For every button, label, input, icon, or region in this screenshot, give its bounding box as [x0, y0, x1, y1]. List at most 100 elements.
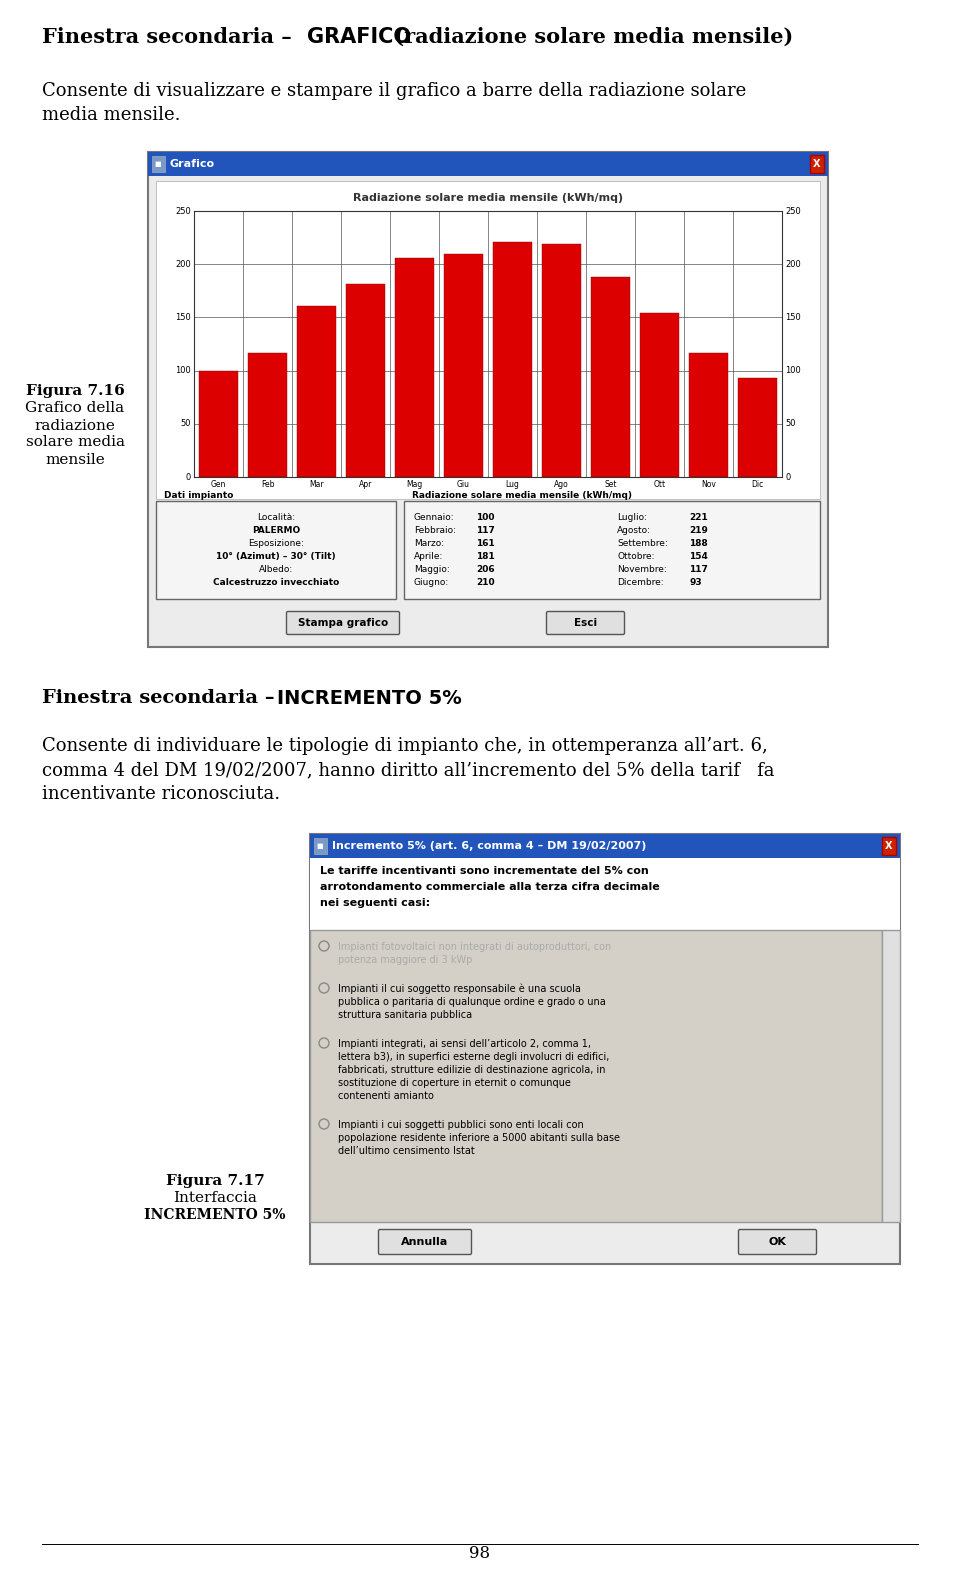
Text: Nov: Nov: [701, 479, 716, 489]
FancyBboxPatch shape: [492, 242, 532, 478]
Text: comma 4 del DM 19/02/2007, hanno diritto all’incremento del 5% della tarif   fa: comma 4 del DM 19/02/2007, hanno diritto…: [42, 761, 775, 778]
Text: 93: 93: [689, 577, 702, 587]
Text: INCREMENTO 5%: INCREMENTO 5%: [277, 690, 462, 709]
Text: Gen: Gen: [211, 479, 227, 489]
Text: 0: 0: [185, 473, 191, 481]
Text: 161: 161: [476, 539, 494, 547]
Text: 98: 98: [469, 1546, 491, 1561]
Text: Annulla: Annulla: [401, 1237, 448, 1247]
Text: OK: OK: [769, 1237, 786, 1247]
Text: INCREMENTO 5%: INCREMENTO 5%: [144, 1209, 286, 1221]
Text: sostituzione di coperture in eternit o comunque: sostituzione di coperture in eternit o c…: [338, 1077, 571, 1088]
FancyBboxPatch shape: [310, 834, 900, 1264]
FancyBboxPatch shape: [156, 180, 820, 498]
Text: 150: 150: [785, 313, 801, 321]
FancyBboxPatch shape: [310, 930, 882, 1221]
Text: popolazione residente inferiore a 5000 abitanti sulla base: popolazione residente inferiore a 5000 a…: [338, 1133, 620, 1144]
Text: 50: 50: [785, 419, 796, 429]
Text: Impianti i cui soggetti pubblici sono enti locali con: Impianti i cui soggetti pubblici sono en…: [338, 1120, 584, 1130]
FancyBboxPatch shape: [248, 353, 287, 478]
FancyBboxPatch shape: [346, 285, 385, 478]
Text: Esposizione:: Esposizione:: [248, 539, 304, 547]
Text: 219: 219: [689, 525, 708, 535]
Text: Radiazione solare media mensile (kWh/mq): Radiazione solare media mensile (kWh/mq): [412, 490, 632, 500]
Text: Impianti il cui soggetto responsabile è una scuola: Impianti il cui soggetto responsabile è …: [338, 984, 581, 995]
Text: (radiazione solare media mensile): (radiazione solare media mensile): [387, 27, 793, 47]
Text: incentivante riconosciuta.: incentivante riconosciuta.: [42, 785, 280, 804]
Text: Impianti integrati, ai sensi dell’articolo 2, comma 1,: Impianti integrati, ai sensi dell’artico…: [338, 1039, 591, 1049]
Text: Dati impianto: Dati impianto: [164, 490, 233, 500]
FancyBboxPatch shape: [404, 501, 820, 600]
Text: nei seguenti casi:: nei seguenti casi:: [320, 899, 430, 908]
FancyBboxPatch shape: [546, 612, 625, 634]
Text: arrotondamento commerciale alla terza cifra decimale: arrotondamento commerciale alla terza ci…: [320, 883, 660, 892]
Text: 117: 117: [689, 565, 708, 574]
Text: 200: 200: [785, 259, 801, 269]
Text: 181: 181: [476, 552, 494, 562]
FancyBboxPatch shape: [882, 837, 896, 854]
FancyBboxPatch shape: [591, 277, 630, 478]
Text: Giu: Giu: [457, 479, 470, 489]
Text: Marzo:: Marzo:: [414, 539, 444, 547]
Text: Le tariffe incentivanti sono incrementate del 5% con: Le tariffe incentivanti sono incrementat…: [320, 865, 649, 876]
FancyBboxPatch shape: [689, 353, 728, 478]
Text: contenenti amianto: contenenti amianto: [338, 1092, 434, 1101]
Text: Consente di individuare le tipologie di impianto che, in ottemperanza all’art. 6: Consente di individuare le tipologie di …: [42, 737, 768, 755]
Text: 150: 150: [176, 313, 191, 321]
Text: Consente di visualizzare e stampare il grafico a barre della radiazione solare: Consente di visualizzare e stampare il g…: [42, 82, 746, 100]
Text: 210: 210: [476, 577, 494, 587]
Text: radiazione: radiazione: [35, 419, 115, 432]
Text: Finestra secondaria –: Finestra secondaria –: [42, 690, 281, 707]
FancyBboxPatch shape: [810, 155, 824, 172]
Text: Grafico della: Grafico della: [25, 402, 125, 416]
Text: GRAFICO: GRAFICO: [307, 27, 411, 47]
Text: Albedo:: Albedo:: [259, 565, 293, 574]
Text: 0: 0: [785, 473, 790, 481]
Text: Esci: Esci: [574, 619, 597, 628]
Text: potenza maggiore di 3 kWp: potenza maggiore di 3 kWp: [338, 956, 472, 965]
Text: 100: 100: [476, 513, 494, 522]
Text: 10° (Azimut) – 30° (Tilt): 10° (Azimut) – 30° (Tilt): [216, 552, 336, 562]
Text: Figura 7.16: Figura 7.16: [26, 384, 125, 399]
FancyBboxPatch shape: [541, 244, 581, 478]
FancyBboxPatch shape: [310, 834, 900, 857]
FancyBboxPatch shape: [199, 370, 238, 478]
Text: 154: 154: [689, 552, 708, 562]
Text: Mar: Mar: [309, 479, 324, 489]
Text: Luglio:: Luglio:: [617, 513, 647, 522]
Text: Radiazione solare media mensile (kWh/mq): Radiazione solare media mensile (kWh/mq): [353, 193, 623, 202]
Text: Settembre:: Settembre:: [617, 539, 668, 547]
FancyBboxPatch shape: [152, 157, 165, 172]
Text: Novembre:: Novembre:: [617, 565, 667, 574]
Text: Lug: Lug: [506, 479, 519, 489]
Text: 100: 100: [785, 365, 801, 375]
FancyBboxPatch shape: [395, 258, 434, 478]
Text: Interfaccia: Interfaccia: [173, 1191, 257, 1205]
Text: lettera b3), in superfici esterne degli involucri di edifici,: lettera b3), in superfici esterne degli …: [338, 1052, 610, 1062]
Text: Stampa grafico: Stampa grafico: [298, 619, 388, 628]
Text: 250: 250: [785, 207, 801, 215]
Text: media mensile.: media mensile.: [42, 106, 180, 123]
Text: X: X: [885, 842, 893, 851]
Text: PALERMO: PALERMO: [252, 525, 300, 535]
Text: Dic: Dic: [752, 479, 763, 489]
Text: pubblica o paritaria di qualunque ordine e grado o una: pubblica o paritaria di qualunque ordine…: [338, 997, 606, 1008]
FancyBboxPatch shape: [297, 305, 336, 478]
Text: Aprile:: Aprile:: [414, 552, 444, 562]
Text: 200: 200: [176, 259, 191, 269]
Text: ■: ■: [155, 161, 161, 168]
Text: Calcestruzzo invecchiato: Calcestruzzo invecchiato: [213, 577, 339, 587]
Text: Feb: Feb: [261, 479, 275, 489]
Text: Gennaio:: Gennaio:: [414, 513, 455, 522]
Text: Impianti fotovoltaici non integrati di autoproduttori, con: Impianti fotovoltaici non integrati di a…: [338, 941, 612, 952]
Text: 206: 206: [476, 565, 494, 574]
Text: Dicembre:: Dicembre:: [617, 577, 663, 587]
Text: struttura sanitaria pubblica: struttura sanitaria pubblica: [338, 1009, 472, 1020]
Text: Figura 7.17: Figura 7.17: [166, 1174, 264, 1188]
Text: Giugno:: Giugno:: [414, 577, 449, 587]
Text: Apr: Apr: [359, 479, 372, 489]
FancyBboxPatch shape: [738, 1229, 817, 1255]
FancyBboxPatch shape: [444, 253, 483, 478]
FancyBboxPatch shape: [286, 612, 399, 634]
Text: Ago: Ago: [554, 479, 569, 489]
